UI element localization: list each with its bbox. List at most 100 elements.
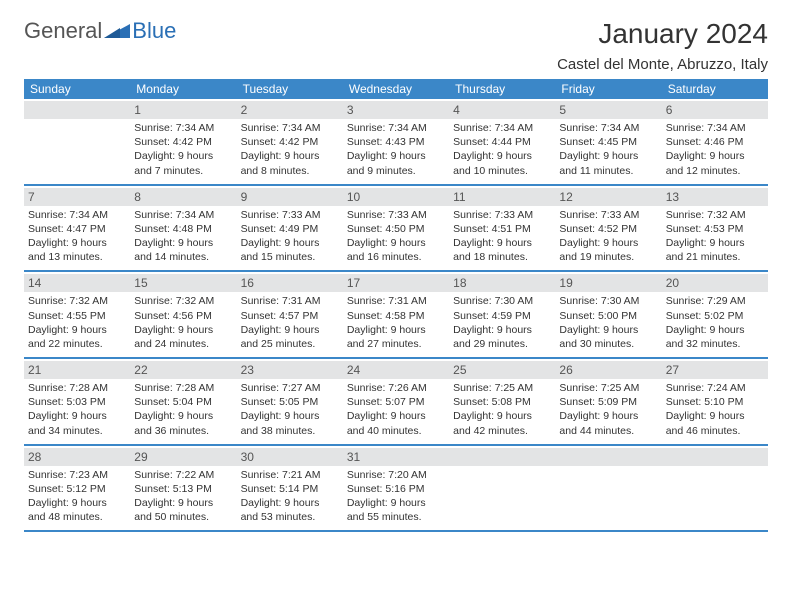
calendar-cell: 27 Sunrise: 7:24 AMSunset: 5:10 PMDayligh… <box>662 359 768 444</box>
day-header: Wednesday <box>343 79 449 99</box>
cell-details: Sunrise: 7:22 AMSunset: 5:13 PMDaylight:… <box>134 468 232 525</box>
day-number: 3 <box>343 101 449 119</box>
week-row: 28Sunrise: 7:23 AMSunset: 5:12 PMDayligh… <box>24 446 768 533</box>
calendar-cell: 5 Sunrise: 7:34 AMSunset: 4:45 PMDaylight… <box>555 99 661 184</box>
day-number: 15 <box>130 274 236 292</box>
day-header: Thursday <box>449 79 555 99</box>
cell-details: Sunrise: 7:31 AMSunset: 4:58 PMDaylight:… <box>347 294 445 351</box>
calendar-cell: 19 Sunrise: 7:30 AMSunset: 5:00 PMDayligh… <box>555 272 661 357</box>
calendar-cell: 4 Sunrise: 7:34 AMSunset: 4:44 PMDaylight… <box>449 99 555 184</box>
day-number: 29 <box>130 448 236 466</box>
calendar-cell: 13Sunrise: 7:32 AMSunset: 4:53 PMDayligh… <box>662 186 768 271</box>
day-number: 1 <box>130 101 236 119</box>
calendar-cell <box>662 446 768 531</box>
day-number <box>555 448 661 466</box>
calendar-cell: 11Sunrise: 7:33 AMSunset: 4:51 PMDayligh… <box>449 186 555 271</box>
day-number: 2 <box>237 101 343 119</box>
calendar-cell <box>24 99 130 184</box>
cell-details: Sunrise: 7:30 AMSunset: 5:00 PMDaylight:… <box>559 294 657 351</box>
calendar-cell: 25 Sunrise: 7:25 AMSunset: 5:08 PMDayligh… <box>449 359 555 444</box>
day-number: 31 <box>343 448 449 466</box>
cell-details: Sunrise: 7:25 AMSunset: 5:09 PMDaylight:… <box>559 381 657 438</box>
logo-text-general: General <box>24 18 102 44</box>
day-number: 30 <box>237 448 343 466</box>
calendar-cell: 26Sunrise: 7:25 AMSunset: 5:09 PMDayligh… <box>555 359 661 444</box>
day-header: Friday <box>555 79 661 99</box>
day-header: Saturday <box>662 79 768 99</box>
day-number: 12 <box>555 188 661 206</box>
calendar-cell: 6 Sunrise: 7:34 AMSunset: 4:46 PMDaylight… <box>662 99 768 184</box>
cell-details: Sunrise: 7:25 AMSunset: 5:08 PMDaylight:… <box>453 381 551 438</box>
day-number: 8 <box>130 188 236 206</box>
cell-details: Sunrise: 7:21 AMSunset: 5:14 PMDaylight:… <box>241 468 339 525</box>
day-number: 10 <box>343 188 449 206</box>
cell-details: Sunrise: 7:34 AMSunset: 4:46 PMDaylight:… <box>666 121 764 178</box>
calendar-cell: 31Sunrise: 7:20 AMSunset: 5:16 PMDayligh… <box>343 446 449 531</box>
calendar-cell: 16Sunrise: 7:31 AMSunset: 4:57 PMDayligh… <box>237 272 343 357</box>
cell-details: Sunrise: 7:34 AMSunset: 4:45 PMDaylight:… <box>559 121 657 178</box>
calendar-cell: 3 Sunrise: 7:34 AMSunset: 4:43 PMDaylight… <box>343 99 449 184</box>
cell-details: Sunrise: 7:33 AMSunset: 4:52 PMDaylight:… <box>559 208 657 265</box>
calendar-cell: 30 Sunrise: 7:21 AMSunset: 5:14 PMDayligh… <box>237 446 343 531</box>
cell-details: Sunrise: 7:24 AMSunset: 5:10 PMDaylight:… <box>666 381 764 438</box>
day-header: Sunday <box>24 79 130 99</box>
cell-details: Sunrise: 7:32 AMSunset: 4:56 PMDaylight:… <box>134 294 232 351</box>
calendar-cell <box>449 446 555 531</box>
location-label: Castel del Monte, Abruzzo, Italy <box>0 56 792 73</box>
calendar-cell: 17 Sunrise: 7:31 AMSunset: 4:58 PMDayligh… <box>343 272 449 357</box>
day-number: 20 <box>662 274 768 292</box>
cell-details: Sunrise: 7:32 AMSunset: 4:53 PMDaylight:… <box>666 208 764 265</box>
day-number <box>24 101 130 119</box>
cell-details: Sunrise: 7:26 AMSunset: 5:07 PMDaylight:… <box>347 381 445 438</box>
day-number <box>662 448 768 466</box>
header: General Blue January 2024 <box>0 0 792 56</box>
day-number: 27 <box>662 361 768 379</box>
calendar-cell <box>555 446 661 531</box>
calendar-cell: 2 Sunrise: 7:34 AMSunset: 4:42 PMDaylight… <box>237 99 343 184</box>
cell-details: Sunrise: 7:33 AMSunset: 4:50 PMDaylight:… <box>347 208 445 265</box>
day-number: 14 <box>24 274 130 292</box>
cell-details: Sunrise: 7:33 AMSunset: 4:49 PMDaylight:… <box>241 208 339 265</box>
cell-details: Sunrise: 7:33 AMSunset: 4:51 PMDaylight:… <box>453 208 551 265</box>
cell-details: Sunrise: 7:27 AMSunset: 5:05 PMDaylight:… <box>241 381 339 438</box>
week-row: 21Sunrise: 7:28 AMSunset: 5:03 PMDayligh… <box>24 359 768 446</box>
day-header: Monday <box>130 79 236 99</box>
cell-details: Sunrise: 7:28 AMSunset: 5:04 PMDaylight:… <box>134 381 232 438</box>
day-number: 21 <box>24 361 130 379</box>
cell-details: Sunrise: 7:34 AMSunset: 4:42 PMDaylight:… <box>241 121 339 178</box>
day-number: 19 <box>555 274 661 292</box>
week-row: 14Sunrise: 7:32 AMSunset: 4:55 PMDayligh… <box>24 272 768 359</box>
day-number: 18 <box>449 274 555 292</box>
cell-details: Sunrise: 7:34 AMSunset: 4:44 PMDaylight:… <box>453 121 551 178</box>
day-headers-row: SundayMondayTuesdayWednesdayThursdayFrid… <box>24 79 768 99</box>
calendar-cell: 18 Sunrise: 7:30 AMSunset: 4:59 PMDayligh… <box>449 272 555 357</box>
day-number: 24 <box>343 361 449 379</box>
month-title: January 2024 <box>598 18 768 50</box>
cell-details: Sunrise: 7:34 AMSunset: 4:47 PMDaylight:… <box>28 208 126 265</box>
cell-details: Sunrise: 7:34 AMSunset: 4:43 PMDaylight:… <box>347 121 445 178</box>
calendar-cell: 14Sunrise: 7:32 AMSunset: 4:55 PMDayligh… <box>24 272 130 357</box>
calendar-cell: 12 Sunrise: 7:33 AMSunset: 4:52 PMDayligh… <box>555 186 661 271</box>
day-number: 23 <box>237 361 343 379</box>
day-number: 6 <box>662 101 768 119</box>
calendar-cell: 9 Sunrise: 7:33 AMSunset: 4:49 PMDaylight… <box>237 186 343 271</box>
calendar-cell: 1Sunrise: 7:34 AMSunset: 4:42 PMDaylight… <box>130 99 236 184</box>
calendar-cell: 29 Sunrise: 7:22 AMSunset: 5:13 PMDayligh… <box>130 446 236 531</box>
cell-details: Sunrise: 7:34 AMSunset: 4:48 PMDaylight:… <box>134 208 232 265</box>
day-number: 7 <box>24 188 130 206</box>
day-header: Tuesday <box>237 79 343 99</box>
cell-details: Sunrise: 7:30 AMSunset: 4:59 PMDaylight:… <box>453 294 551 351</box>
cell-details: Sunrise: 7:23 AMSunset: 5:12 PMDaylight:… <box>28 468 126 525</box>
day-number: 4 <box>449 101 555 119</box>
title-block: January 2024 <box>598 18 768 52</box>
day-number: 17 <box>343 274 449 292</box>
day-number: 25 <box>449 361 555 379</box>
calendar-cell: 21Sunrise: 7:28 AMSunset: 5:03 PMDayligh… <box>24 359 130 444</box>
day-number: 9 <box>237 188 343 206</box>
calendar-cell: 24 Sunrise: 7:26 AMSunset: 5:07 PMDayligh… <box>343 359 449 444</box>
week-row: 7 Sunrise: 7:34 AMSunset: 4:47 PMDaylight… <box>24 186 768 273</box>
logo-text-blue: Blue <box>132 18 176 44</box>
calendar: SundayMondayTuesdayWednesdayThursdayFrid… <box>24 79 768 532</box>
day-number: 22 <box>130 361 236 379</box>
day-number: 5 <box>555 101 661 119</box>
